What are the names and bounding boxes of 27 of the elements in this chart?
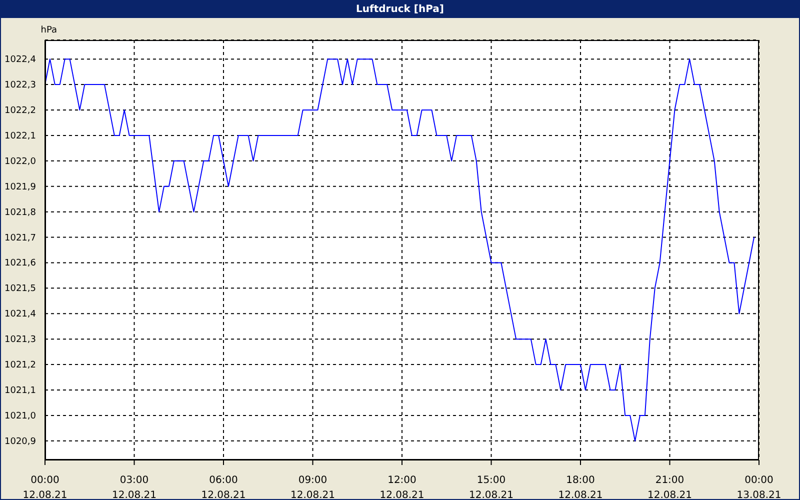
- y-tick-label: 1021,6: [4, 258, 36, 269]
- y-tick-label: 1020,9: [4, 436, 36, 447]
- y-tick-label: 1022,1: [4, 131, 36, 142]
- y-tick-label: 1021,2: [4, 360, 36, 371]
- x-tick-label: 18:00 12.08.21: [558, 475, 603, 500]
- x-tick-label: 00:00 13.08.21: [736, 475, 782, 500]
- x-tick-label: 06:00 12.08.21: [201, 475, 246, 500]
- x-tick-label: 00:00 12.08.21: [22, 475, 68, 500]
- y-tick-label: 1021,1: [4, 386, 36, 396]
- y-tick-label: 1021,9: [4, 182, 36, 192]
- y-tick-label: 1021,5: [4, 284, 36, 294]
- y-tick-label: 1021,8: [4, 208, 36, 218]
- y-tick-label: 1022,2: [4, 106, 36, 116]
- x-tick-label: 03:00 12.08.21: [112, 475, 157, 500]
- chart-title: Luftdruck [hPa]: [1, 1, 799, 18]
- x-tick-label: 12:00 12.08.21: [380, 475, 424, 500]
- x-tick-label: 15:00 12.08.21: [468, 475, 514, 500]
- y-tick-label: 1022,4: [4, 55, 36, 66]
- x-tick-label: 21:00 12.08.21: [647, 475, 692, 500]
- y-tick-label: 1021,0: [4, 411, 36, 422]
- y-tick-label: 1021,4: [4, 310, 36, 320]
- x-tick-label: 09:00 12.08.21: [290, 475, 336, 500]
- y-tick-label: 1021,7: [4, 233, 36, 244]
- y-tick-label: 1022,0: [4, 156, 36, 167]
- y-tick-label: 1021,3: [4, 335, 36, 346]
- y-tick-label: 1022,3: [4, 80, 36, 91]
- y-axis-title: hPa: [40, 25, 57, 36]
